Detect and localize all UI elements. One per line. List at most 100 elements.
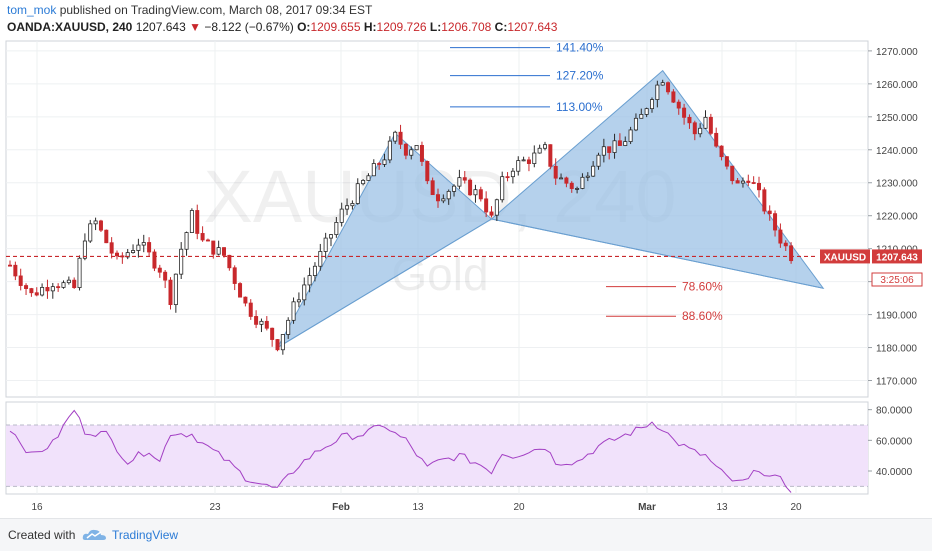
candle-body bbox=[302, 284, 307, 301]
candle-body bbox=[468, 179, 473, 196]
price-tag-countdown: 3:25:06 bbox=[880, 275, 914, 286]
candle-body bbox=[109, 242, 114, 254]
candle-body bbox=[45, 287, 50, 292]
candle-body bbox=[387, 140, 392, 161]
candle-body bbox=[521, 159, 526, 162]
candle-body bbox=[730, 165, 735, 182]
open-label: O: bbox=[297, 20, 311, 34]
candle-body bbox=[312, 265, 317, 276]
candle-body bbox=[441, 198, 446, 202]
candle-body bbox=[698, 127, 703, 135]
price-tick-label: 1220.000 bbox=[876, 212, 918, 223]
rsi-axis: 80.0000 60.0000 40.0000 bbox=[868, 406, 913, 478]
candle-body bbox=[660, 82, 665, 86]
time-tick-label: 23 bbox=[209, 502, 221, 513]
publish-line: tom_mok published on TradingView.com, Ma… bbox=[7, 3, 372, 17]
price-tag-symbol: XAUUSD bbox=[824, 252, 866, 263]
time-tick-label: 13 bbox=[412, 502, 424, 513]
candle-body bbox=[141, 242, 146, 246]
candle-body bbox=[623, 141, 628, 146]
candle-body bbox=[195, 210, 200, 234]
candle-body bbox=[601, 146, 606, 156]
candle-body bbox=[409, 149, 414, 156]
candle-body bbox=[382, 159, 387, 165]
candle-body bbox=[708, 116, 713, 134]
candle-body bbox=[61, 282, 66, 288]
footer: Created with TradingView bbox=[0, 518, 932, 551]
candle-body bbox=[104, 229, 109, 244]
candlestick-series bbox=[7, 79, 794, 355]
rsi-tick-label: 80.0000 bbox=[876, 406, 913, 417]
candle-body bbox=[82, 240, 87, 259]
candle-body bbox=[762, 189, 767, 212]
candle-body bbox=[559, 177, 564, 180]
candle-body bbox=[666, 82, 671, 93]
candle-body bbox=[189, 210, 194, 233]
candle-body bbox=[152, 251, 157, 269]
candle-body bbox=[275, 339, 280, 351]
candle-body bbox=[510, 170, 515, 178]
tradingview-link[interactable]: TradingView bbox=[112, 528, 179, 542]
rsi-tick-label: 60.0000 bbox=[876, 436, 913, 447]
rsi-line bbox=[9, 409, 792, 493]
candle-body bbox=[789, 245, 794, 262]
candle-body bbox=[216, 247, 221, 255]
candle-body bbox=[184, 232, 189, 250]
candle-body bbox=[179, 248, 184, 275]
price-tick-label: 1180.000 bbox=[876, 344, 917, 355]
fib-label: 141.40% bbox=[556, 41, 604, 55]
candle-body bbox=[489, 211, 494, 216]
candle-body bbox=[751, 182, 756, 184]
candle-body bbox=[564, 177, 569, 184]
candle-body bbox=[270, 327, 275, 340]
fib-label: 88.60% bbox=[682, 309, 723, 323]
candle-body bbox=[398, 131, 403, 145]
price-tick-label: 1190.000 bbox=[876, 311, 917, 322]
candle-body bbox=[131, 250, 136, 254]
candle-body bbox=[473, 189, 478, 196]
candle-body bbox=[757, 182, 762, 191]
price-tick-label: 1270.000 bbox=[876, 47, 918, 58]
candle-body bbox=[280, 334, 285, 351]
candle-body bbox=[719, 145, 724, 158]
candle-body bbox=[580, 176, 585, 189]
candle-body bbox=[350, 203, 355, 207]
candle-body bbox=[452, 185, 457, 192]
candle-body bbox=[254, 316, 259, 325]
candle-body bbox=[575, 188, 580, 190]
time-axis: 16 23 Feb 13 20 Mar 13 20 bbox=[31, 502, 802, 513]
candle-body bbox=[232, 267, 237, 284]
candle-body bbox=[286, 319, 291, 335]
candle-body bbox=[345, 205, 350, 210]
time-tick-label: Mar bbox=[638, 502, 656, 513]
candle-body bbox=[526, 159, 531, 164]
candle-body bbox=[783, 242, 788, 247]
candle-body bbox=[40, 287, 45, 296]
candle-body bbox=[328, 234, 333, 239]
candle-body bbox=[682, 107, 687, 118]
candle-body bbox=[7, 264, 12, 267]
candle-body bbox=[596, 154, 601, 167]
candle-body bbox=[211, 240, 216, 255]
high-label: H: bbox=[363, 20, 377, 34]
candle-body bbox=[157, 267, 162, 273]
candle-body bbox=[435, 194, 440, 202]
candle-body bbox=[585, 175, 590, 178]
author-link[interactable]: tom_mok bbox=[7, 3, 57, 17]
candle-body bbox=[29, 288, 34, 294]
price-chart[interactable]: XAUUSD, 240 Gold 141.40%127.20%113.00%78… bbox=[0, 0, 932, 518]
high-value: 1209.726 bbox=[376, 20, 427, 34]
candle-body bbox=[361, 180, 366, 185]
candle-body bbox=[24, 285, 29, 289]
candle-body bbox=[259, 320, 264, 325]
open-value: 1209.655 bbox=[310, 20, 361, 34]
fib-levels: 141.40% 127.20% 113.00% 78.60% 88.60% bbox=[450, 41, 723, 323]
candle-body bbox=[98, 220, 103, 231]
candle-body bbox=[243, 296, 248, 304]
candle-body bbox=[724, 156, 729, 167]
candle-body bbox=[264, 320, 269, 329]
candle-body bbox=[548, 144, 553, 167]
candle-body bbox=[462, 177, 467, 181]
candle-body bbox=[34, 292, 39, 296]
candle-body bbox=[494, 199, 499, 216]
